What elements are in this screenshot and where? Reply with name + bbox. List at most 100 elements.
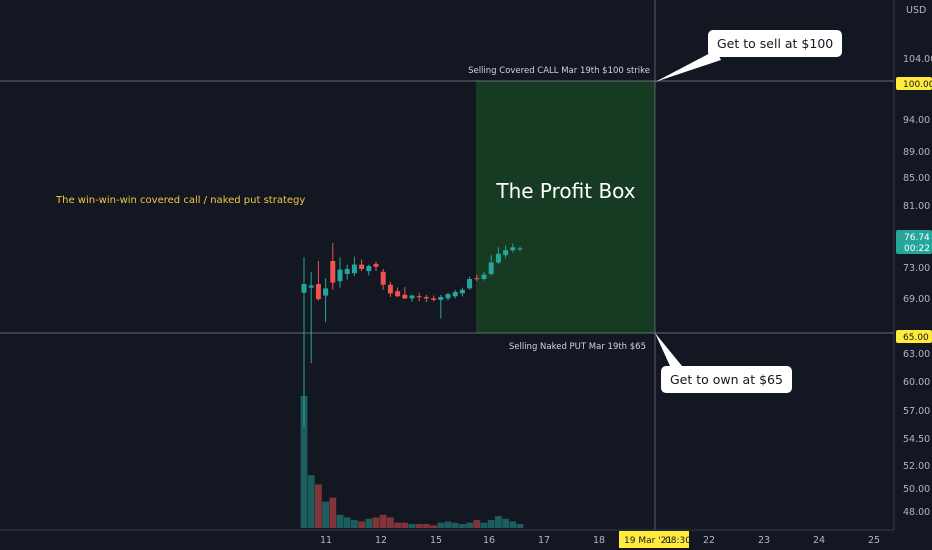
- candle-body: [330, 261, 336, 283]
- callout-bottom-pointer: [655, 333, 682, 366]
- volume-bars: [300, 396, 524, 528]
- price-tick: 85.00: [903, 173, 930, 184]
- volume-bar: [444, 521, 452, 528]
- price-tick: 54.50: [903, 434, 930, 445]
- price-tick: 50.00: [903, 484, 930, 495]
- time-tick: 24: [813, 535, 825, 546]
- volume-bar: [495, 516, 502, 528]
- time-tick: 18: [593, 535, 605, 546]
- volume-bar: [451, 522, 459, 528]
- candle-body: [380, 271, 386, 285]
- volume-bar: [358, 521, 365, 528]
- price-tick: 73.00: [903, 263, 930, 274]
- candlestick-series: [301, 243, 523, 427]
- volume-bar: [365, 518, 373, 528]
- volume-bar: [401, 522, 409, 528]
- volume-bar: [415, 524, 423, 528]
- candle-body: [459, 289, 465, 294]
- volume-bar: [423, 524, 430, 528]
- volume-bar: [394, 522, 401, 528]
- callout-top-pointer: [655, 50, 721, 82]
- candle-body: [416, 296, 422, 298]
- last-price-value: 76.74: [904, 233, 930, 243]
- volume-bar: [329, 497, 337, 528]
- candle-body: [359, 264, 365, 269]
- volume-bar: [307, 475, 315, 528]
- time-tick: 17: [538, 535, 550, 546]
- price-tick: 81.00: [903, 201, 930, 212]
- volume-bar: [315, 484, 322, 528]
- candle-body: [409, 295, 415, 299]
- candle-body: [452, 291, 458, 297]
- price-tick: 52.00: [903, 461, 930, 472]
- candle-body: [495, 253, 501, 263]
- price-tick: 48.00: [903, 507, 930, 518]
- candle-body: [301, 284, 307, 293]
- volume-bar: [372, 517, 380, 528]
- volume-bar: [437, 522, 445, 528]
- candle-body: [488, 262, 494, 274]
- put-strike-value: 65.00: [903, 333, 929, 343]
- callout-bottom: Get to own at $65: [661, 366, 792, 393]
- time-tick: 15: [430, 535, 442, 546]
- candle-body: [467, 279, 473, 289]
- volume-bar: [466, 522, 473, 528]
- candle-body: [438, 297, 444, 300]
- candle-body: [373, 263, 379, 267]
- profit-box-label: The Profit Box: [495, 179, 635, 203]
- candle-body: [395, 291, 401, 297]
- last-price-badge: [896, 230, 932, 254]
- candle-body: [481, 274, 487, 279]
- candle-body: [344, 268, 350, 274]
- candle-body: [337, 269, 343, 282]
- candle-body: [402, 294, 408, 299]
- date-badge-date: 19 Mar '21: [624, 536, 672, 546]
- candle-body: [308, 285, 314, 288]
- price-tick: 89.00: [903, 147, 930, 158]
- call-strike-value: 100.00: [903, 80, 932, 90]
- candle-body: [423, 297, 429, 299]
- volume-bar: [473, 520, 481, 528]
- volume-bar: [516, 524, 524, 528]
- price-tick: 63.00: [903, 349, 930, 360]
- volume-bar: [502, 518, 509, 528]
- volume-bar: [379, 514, 387, 528]
- price-tick: 60.00: [903, 377, 930, 388]
- volume-bar: [300, 396, 308, 528]
- time-tick: 23: [758, 535, 770, 546]
- profit-box: [476, 81, 655, 333]
- callout-top: Get to sell at $100: [708, 30, 843, 57]
- candle-body: [323, 288, 329, 296]
- price-tick: 57.00: [903, 406, 930, 417]
- price-tick: 94.00: [903, 115, 930, 126]
- volume-bar: [430, 525, 437, 528]
- put-strike-badge: [896, 330, 932, 343]
- price-tick: 104.00: [903, 54, 932, 65]
- call-strike-label: Selling Covered CALL Mar 19th $100 strik…: [468, 66, 650, 76]
- volume-bar: [343, 517, 351, 528]
- strategy-text: The win-win-win covered call / naked put…: [55, 195, 305, 206]
- time-tick: 16: [483, 535, 495, 546]
- candle-body: [445, 294, 451, 299]
- time-axis: 11 12 15 16 17 18 22 23 24 25 19 Mar '21…: [320, 531, 880, 548]
- price-axis: USD 104.00 94.00 89.00 85.00 81.00 73.00…: [896, 5, 932, 518]
- candle-body: [510, 247, 516, 251]
- candle-body: [366, 266, 372, 272]
- date-badge: [619, 531, 689, 548]
- candle-body: [503, 250, 509, 256]
- currency-label: USD: [906, 5, 926, 16]
- volume-bar: [351, 520, 358, 528]
- volume-bar: [336, 514, 344, 528]
- put-strike-label: Selling Naked PUT Mar 19th $65: [509, 342, 646, 352]
- countdown-value: 00:22: [904, 244, 930, 254]
- volume-bar: [322, 501, 329, 528]
- candle-body: [474, 278, 480, 280]
- candle-body: [517, 248, 523, 250]
- candle-body: [431, 298, 437, 300]
- call-strike-badge: [896, 77, 932, 90]
- volume-bar: [487, 520, 495, 528]
- candle-body: [387, 284, 393, 294]
- time-tick: 12: [375, 535, 387, 546]
- time-tick: 22: [703, 535, 715, 546]
